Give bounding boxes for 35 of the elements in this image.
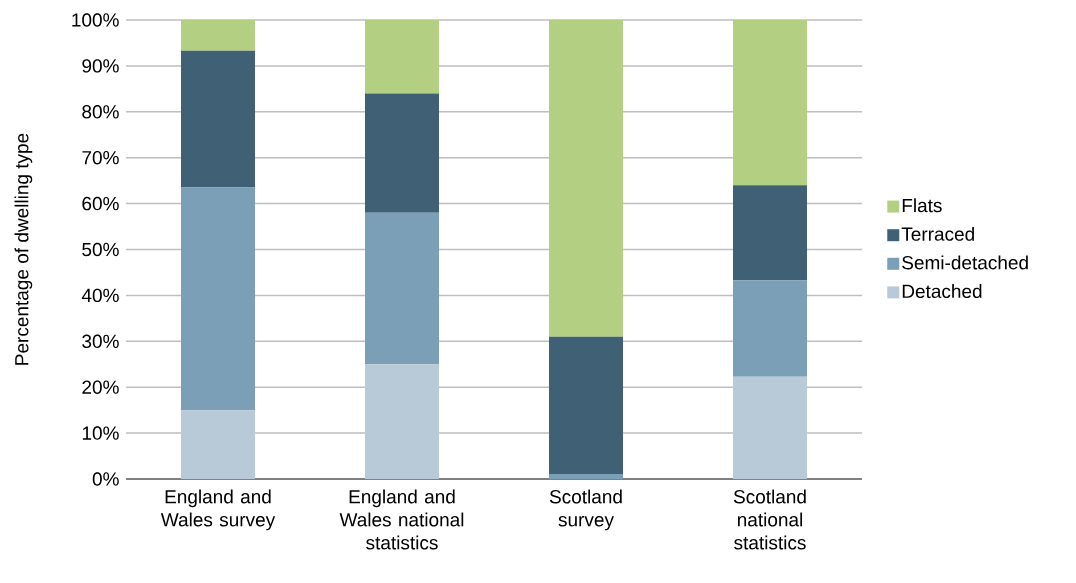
bar <box>549 19 623 337</box>
legend-label: Detached <box>902 284 982 299</box>
bar <box>181 50 255 188</box>
y-tick-label: 50% <box>82 242 119 257</box>
y-tick-label: 10% <box>82 426 119 440</box>
bar <box>181 19 255 51</box>
y-tick-label: 0% <box>92 472 119 486</box>
bar <box>181 187 255 411</box>
legend-label: Terraced <box>901 226 974 241</box>
bar <box>549 473 623 479</box>
y-tick-label: 40% <box>81 288 119 303</box>
x-tick-label: Scotland survey <box>549 489 622 531</box>
legend-label: Flats <box>902 198 942 213</box>
bar <box>733 19 808 186</box>
y-tick-label: 60% <box>82 196 119 211</box>
y-tick-label: 90% <box>82 59 119 73</box>
y-axis-title: Percentage of dwelling type <box>14 133 33 365</box>
bar <box>365 212 439 365</box>
x-tick-label: Scotland national statistics <box>733 489 806 550</box>
y-tick-label: 100% <box>72 13 119 27</box>
bar <box>733 185 808 281</box>
bar <box>181 410 255 479</box>
bar <box>733 280 808 377</box>
y-tick-label: 80% <box>82 105 119 119</box>
y-tick-label: 30% <box>82 334 119 349</box>
bar <box>365 93 439 213</box>
bar <box>549 336 623 474</box>
bar <box>733 376 808 479</box>
bar <box>365 364 439 479</box>
x-tick-label: England and Wales national statistics <box>339 489 464 550</box>
y-tick-label: 70% <box>82 150 119 165</box>
bar <box>365 19 439 94</box>
x-tick-label: England and Wales survey <box>160 489 276 531</box>
y-tick-label: 20% <box>82 380 119 394</box>
legend-label: Semi-detached <box>902 255 1028 270</box>
